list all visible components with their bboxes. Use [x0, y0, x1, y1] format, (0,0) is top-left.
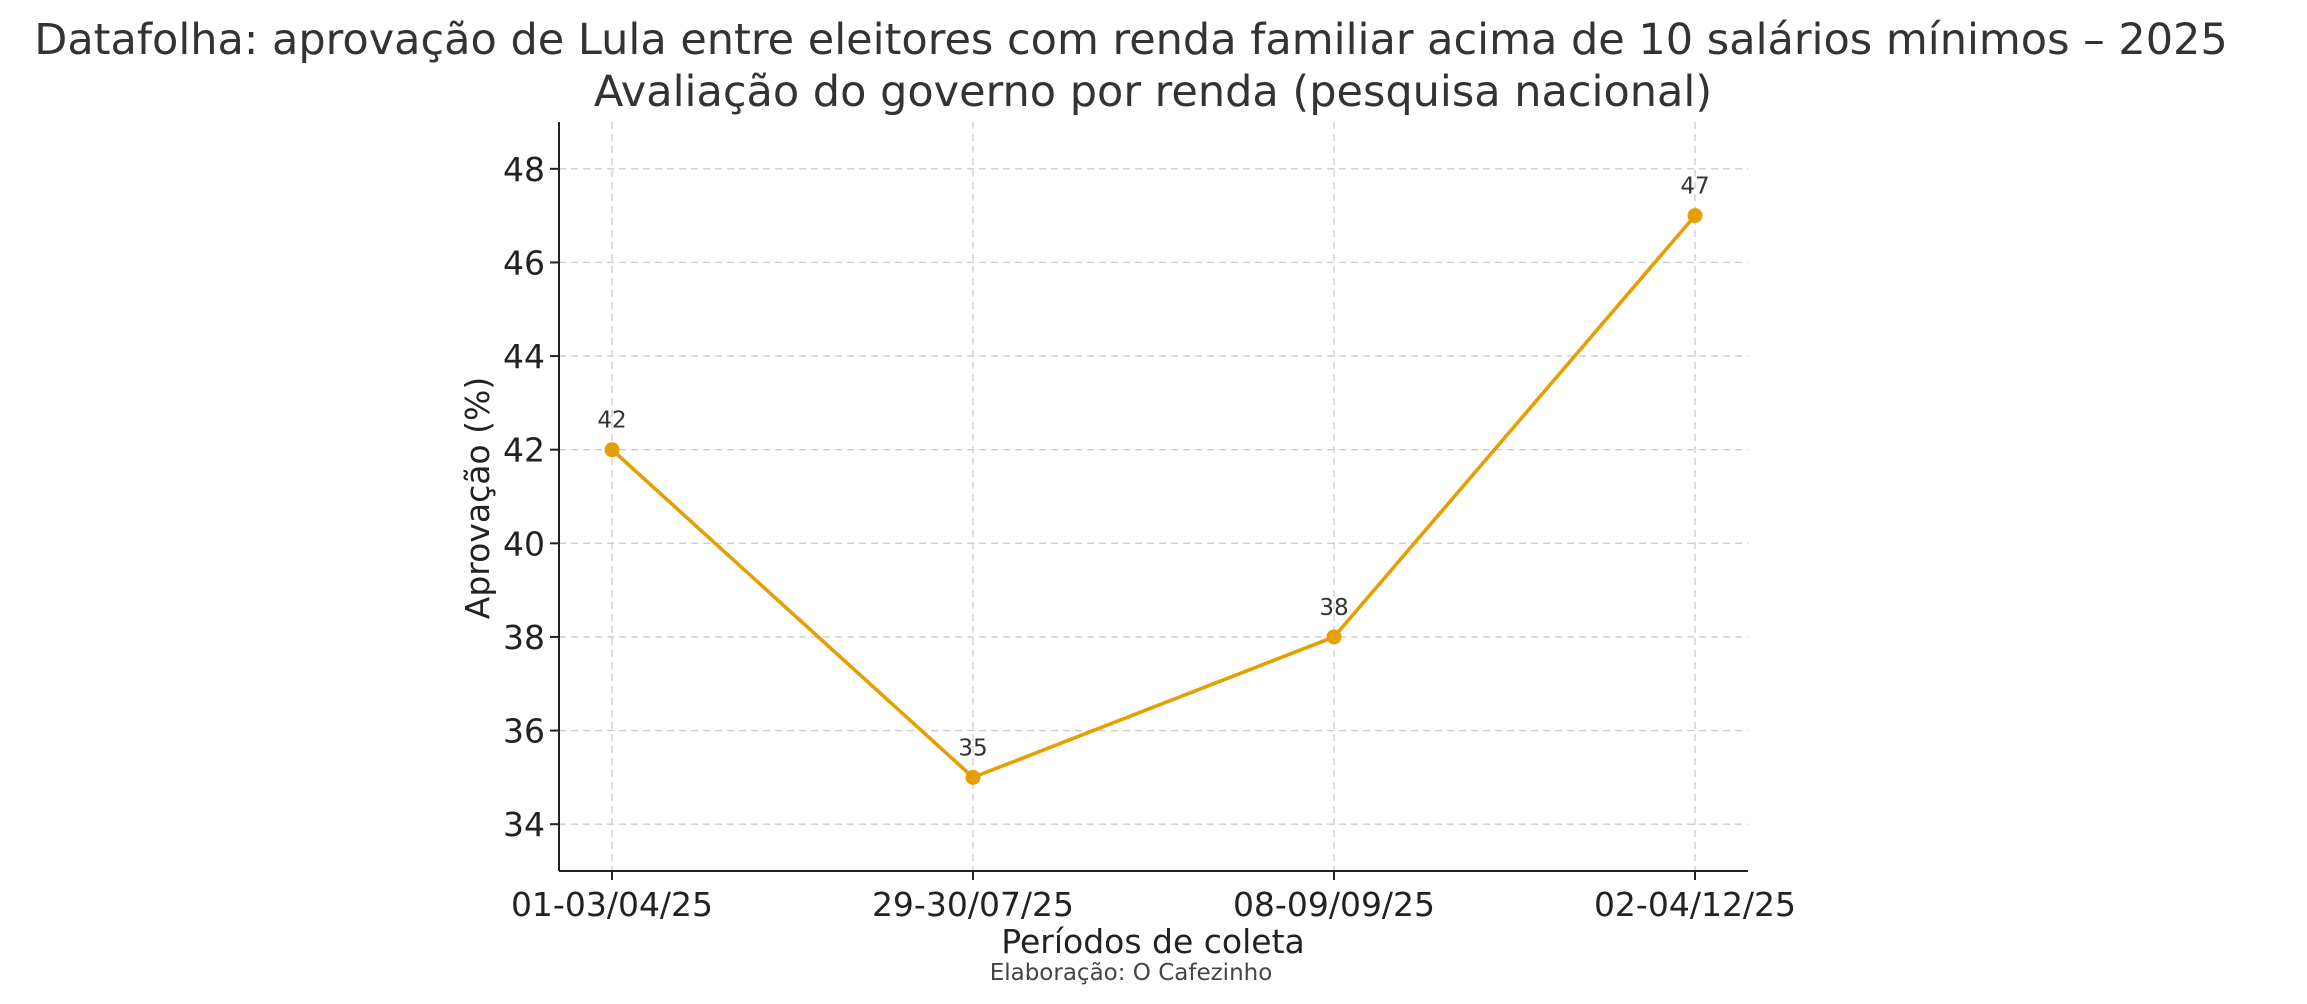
chart-title: Datafolha: aprovação de Lula entre eleit…	[34, 15, 2228, 65]
y-tick-label: 44	[503, 337, 545, 376]
y-tick-label: 46	[503, 243, 545, 282]
data-label: 38	[1319, 595, 1348, 621]
x-tick-label: 29-30/07/25	[872, 885, 1074, 924]
chart-subtitle: Avaliação do governo por renda (pesquisa…	[594, 67, 1712, 117]
y-tick-label: 38	[503, 618, 545, 657]
y-tick-label: 34	[503, 805, 545, 844]
data-label: 35	[958, 735, 987, 761]
y-tick-label: 48	[503, 150, 545, 189]
data-point	[1326, 629, 1342, 645]
series	[604, 208, 1703, 785]
x-tick-label: 08-09/09/25	[1233, 885, 1435, 924]
y-tick-label: 42	[503, 431, 545, 470]
series-line	[610, 213, 1697, 780]
axes	[550, 122, 1748, 880]
data-point	[965, 769, 981, 785]
labels: 34 36 38 40 42 44 46 48 01-03/04/25 29-30/07/25 08…	[503, 150, 1796, 924]
y-axis-label: Aprovação (%)	[458, 377, 497, 619]
data-label: 42	[597, 408, 626, 434]
grid	[559, 122, 1748, 871]
y-tick-label: 36	[503, 712, 545, 751]
data-point	[604, 442, 620, 458]
x-tick-label: 02-04/12/25	[1594, 885, 1796, 924]
x-axis-label: Períodos de coleta	[1001, 922, 1304, 961]
credit-note: Elaboração: O Cafezinho	[990, 960, 1273, 986]
data-point	[1687, 208, 1703, 224]
data-label: 47	[1680, 174, 1709, 200]
y-tick-label: 40	[503, 524, 545, 563]
x-tick-label: 01-03/04/25	[511, 885, 713, 924]
